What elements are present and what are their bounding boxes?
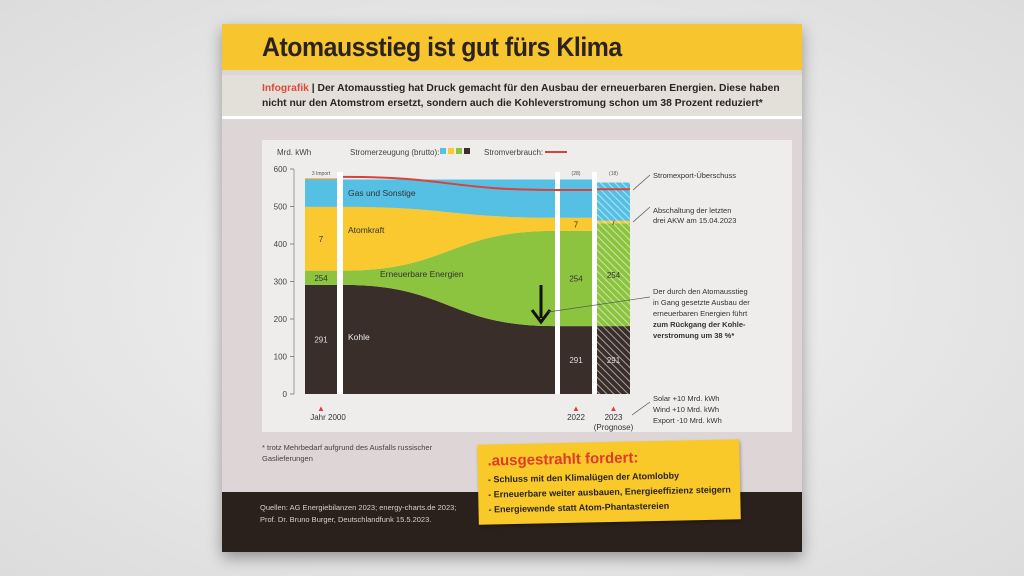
year-marker-icon: ▲ [572,404,580,413]
subtitle-text: | Der Atomausstieg hat Druck gemacht für… [262,83,780,109]
x-category-label: 2023 [605,413,623,422]
data-label: 254 [607,271,621,280]
annotation-export: Stromexport-Überschuss [653,171,736,180]
x-category-sublabel: (Prognose) [594,423,634,432]
page-title: Atomausstieg ist gut fürs Klima [262,32,622,62]
year-marker-icon: ▲ [610,404,618,413]
x-category-label: 2022 [567,413,585,422]
leader-line [632,206,651,223]
leader-line [631,401,651,416]
top-label: 3 Import [312,171,331,177]
y-tick-label: 300 [274,278,288,287]
series-label: Atomkraft [348,225,385,235]
data-label: 291 [607,356,621,365]
annotation-effect: Der durch den Atomausstieg in Gang gesetz… [653,287,750,340]
bar-segment [560,217,592,231]
top-label: (18) [609,171,618,177]
title-band: Atomausstieg ist gut fürs Klima [222,24,802,70]
annotation-forecast: Solar +10 Mrd. kWh Wind +10 Mrd. kWh Expor… [653,394,722,425]
separator [555,172,560,394]
bar-segment [305,179,337,207]
bar-hatch [597,326,630,394]
footnote: * trotz Mehrbedarf aufgrund des Ausfalls… [262,443,433,463]
subtitle: Infografik | Der Atomausstieg hat Druck … [262,81,782,111]
legend-generation: Stromerzeugung (brutto): [350,148,439,157]
flow-area-1 [343,230,555,327]
flow-area-2 [343,206,555,271]
annotation-shutdown: Abschaltung der letzten drei AKW am 15.04… [653,206,736,225]
legend-swatch-gas [440,148,446,154]
separator [337,172,343,394]
legend-consumption: Stromverbrauch: [484,148,543,157]
bar-segment [560,179,592,218]
data-label: 7 [319,235,324,244]
data-label: 7 [611,218,616,227]
x-category-label: Jahr 2000 [310,413,346,422]
leader-line [547,296,651,313]
data-label: 291 [314,335,328,344]
data-label: 254 [314,274,328,283]
series-label: Erneuerbare Energien [380,269,464,279]
separator [592,172,597,394]
source-line: Prof. Dr. Bruno Burger, Deutschlandfunk … [260,515,432,524]
bar-hatch [597,223,630,327]
import-segment [305,178,337,180]
y-tick-label: 200 [274,315,288,324]
bar-segment [305,206,337,271]
legend-swatch-nuclear [448,148,454,154]
down-arrow-head-icon [530,309,552,325]
bar-segment [560,230,592,327]
consumption-line [342,175,630,191]
year-marker-icon: ▲ [317,404,325,413]
y-tick-label: 100 [274,353,288,362]
source-line: Quellen: AG Energiebilanzen 2023; energy… [260,503,457,512]
y-tick-label: 600 [274,165,288,174]
subtitle-band: Infografik | Der Atomausstieg hat Druck … [222,75,802,119]
y-tick-label: 500 [274,203,288,212]
bar-hatch [597,220,630,224]
series-label: Gas und Sonstige [348,188,416,198]
flow-area-0 [343,284,555,394]
data-label: 7 [574,220,579,229]
legend-swatch-renewables [456,148,462,154]
bar-hatch [597,182,630,221]
data-label: 254 [569,275,583,284]
series-label: Kohle [348,332,370,342]
top-label: (28) [572,171,581,177]
legend-swatch-coal [464,148,470,154]
leader-line [632,174,651,191]
bar-segment [560,326,592,394]
data-label: 291 [569,356,583,365]
subtitle-tag: Infografik [262,83,309,94]
y-tick-label: 0 [283,390,288,399]
y-tick-label: 400 [274,240,288,249]
sources: Quellen: AG Energiebilanzen 2023; energy… [260,502,456,526]
y-axis-label: Mrd. kWh [277,148,311,157]
bar-segment [305,284,337,394]
bar-segment [305,270,337,285]
